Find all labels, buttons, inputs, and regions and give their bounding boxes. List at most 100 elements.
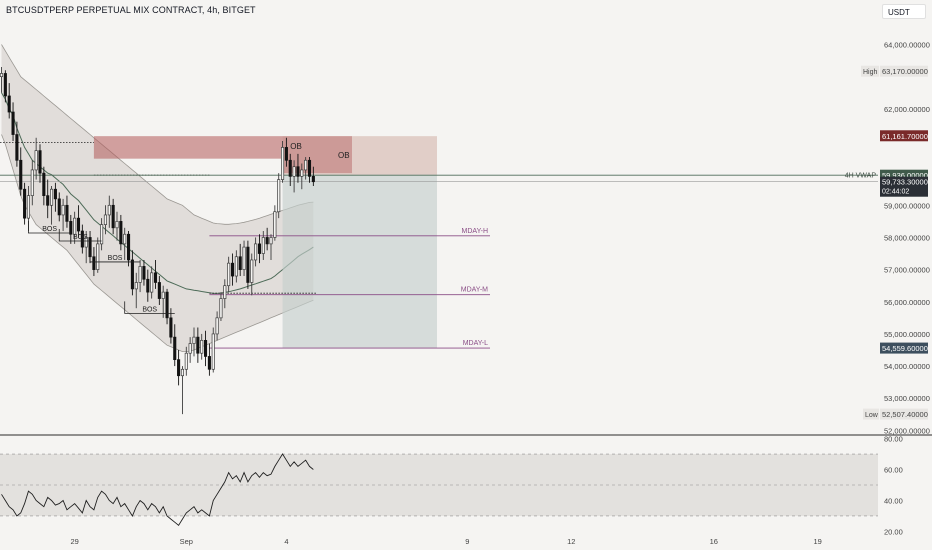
candle-body <box>49 188 54 206</box>
candle-body <box>7 95 11 113</box>
candle-body <box>11 111 15 135</box>
last-price-label: 59,733.30000 <box>882 178 928 187</box>
time-tick-label: Sep <box>180 537 193 546</box>
candle-body <box>261 237 265 254</box>
candle-body <box>30 169 34 196</box>
chart-title: BTCUSDTPERP PERPETUAL MIX CONTRACT, 4h, … <box>6 5 256 15</box>
candle-body <box>254 243 258 261</box>
candle-body <box>157 282 161 299</box>
candle-body <box>169 317 173 338</box>
rsi-tick-label: 60.00 <box>884 466 903 475</box>
candle-body <box>146 278 150 293</box>
vwap-lower-band <box>1 134 314 353</box>
price-tick-label: 52,000.00000 <box>884 426 930 435</box>
candle-body <box>165 291 169 319</box>
ob-price-label: 61,161.70000 <box>882 132 928 141</box>
low-price-label-bg <box>880 408 928 420</box>
candle-body <box>207 356 211 370</box>
price-tick-label: 58,000.00000 <box>884 233 930 242</box>
candle-body <box>265 237 269 245</box>
high-price-label: 63,170.00000 <box>882 67 928 76</box>
candle-body <box>111 204 115 229</box>
candle-body <box>215 317 219 335</box>
mday-m-label: MDAY-M <box>461 287 488 294</box>
candle-body <box>238 256 242 270</box>
price-tick-label: 56,000.00000 <box>884 298 930 307</box>
low-tag: Low <box>865 412 879 419</box>
candle-body <box>126 233 131 261</box>
candle-body <box>73 217 77 235</box>
price-tick-label: 62,000.00000 <box>884 105 930 114</box>
mday-l-price-label-bg <box>880 342 928 354</box>
ob-label-1: OB <box>290 142 302 151</box>
candle-body <box>184 352 188 370</box>
candle-body <box>119 221 123 245</box>
candle-body <box>273 211 277 238</box>
candle-body <box>61 204 65 216</box>
candle-body <box>257 243 262 254</box>
time-tick-label: 16 <box>710 537 718 546</box>
ob-label-2: OB <box>338 151 350 160</box>
candle-body <box>173 336 177 360</box>
candle-body <box>219 298 223 319</box>
candle-body <box>96 243 100 270</box>
rsi-tick-label: 40.00 <box>884 496 903 505</box>
order-block-zone-1[interactable] <box>93 136 283 159</box>
currency-selector[interactable]: USDT <box>882 4 926 19</box>
bos-marker <box>89 249 141 263</box>
candle-body <box>192 336 196 344</box>
candle-body <box>103 214 108 225</box>
candle-body <box>311 176 315 183</box>
last-price-bg <box>880 176 928 197</box>
bos-label: BOS <box>73 234 88 241</box>
candle-body <box>300 169 304 177</box>
bos-marker <box>28 220 71 234</box>
candle-body <box>107 204 111 216</box>
candle-body <box>150 272 154 293</box>
candle-body <box>100 224 104 245</box>
price-tick-label: 55,000.00000 <box>884 330 930 339</box>
candle-body <box>269 237 273 245</box>
bos-label: BOS <box>142 306 157 313</box>
candle-body <box>304 159 308 171</box>
candle-body <box>227 262 231 287</box>
mday-l-price-label: 54,559.60000 <box>882 344 928 353</box>
candle-body <box>130 259 134 290</box>
mday-h-label: MDAY-H <box>462 228 488 235</box>
countdown-label: 02:44:02 <box>882 189 909 196</box>
candle-body <box>65 204 69 222</box>
candle-body <box>84 237 88 248</box>
bos-label: BOS <box>108 255 123 262</box>
time-tick-label: 9 <box>465 537 469 546</box>
candle-body <box>250 259 254 283</box>
candle-body <box>92 256 96 270</box>
high-tag: High <box>863 69 878 76</box>
vwap-price-label: 59,936.00000 <box>882 171 928 180</box>
take-profit-zone[interactable] <box>282 174 437 349</box>
ob-price-label-bg <box>880 130 928 142</box>
candle-body <box>292 166 296 177</box>
price-tick-label: 64,000.00000 <box>884 41 930 50</box>
candle-body <box>38 150 42 174</box>
candle-body <box>234 256 238 277</box>
candle-body <box>19 159 23 190</box>
candle-body <box>53 188 57 200</box>
time-tick-label: 12 <box>567 537 575 546</box>
candle-body <box>0 73 4 78</box>
candle-body <box>196 336 200 354</box>
candle-body <box>76 217 81 232</box>
candle-body <box>69 221 73 235</box>
candle-body <box>57 198 61 216</box>
candle-body <box>177 359 181 377</box>
vwap-price-label-bg <box>880 169 928 181</box>
candle-body <box>180 368 185 377</box>
rsi-line[interactable] <box>1 453 314 526</box>
candle-body <box>115 221 119 229</box>
candle-body <box>296 166 300 177</box>
candle-body <box>142 266 146 280</box>
candle-body <box>223 285 227 299</box>
candle-body <box>3 73 7 97</box>
candle-body <box>307 159 312 177</box>
time-tick-label: 29 <box>70 537 78 546</box>
